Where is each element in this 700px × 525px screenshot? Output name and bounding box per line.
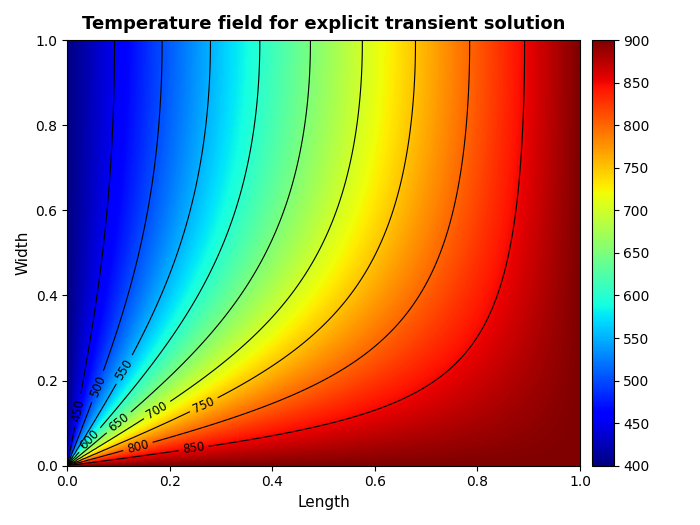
Text: 650: 650 [106, 411, 132, 434]
Title: Temperature field for explicit transient solution: Temperature field for explicit transient… [82, 15, 566, 33]
Text: 600: 600 [77, 427, 102, 453]
Text: 550: 550 [113, 356, 136, 382]
Text: 800: 800 [125, 437, 150, 456]
Text: 700: 700 [144, 399, 170, 422]
Text: 850: 850 [182, 440, 205, 456]
Text: 450: 450 [69, 398, 86, 422]
Text: 500: 500 [88, 374, 108, 400]
Text: 750: 750 [191, 394, 216, 415]
Y-axis label: Width: Width [15, 230, 30, 275]
X-axis label: Length: Length [298, 495, 350, 510]
